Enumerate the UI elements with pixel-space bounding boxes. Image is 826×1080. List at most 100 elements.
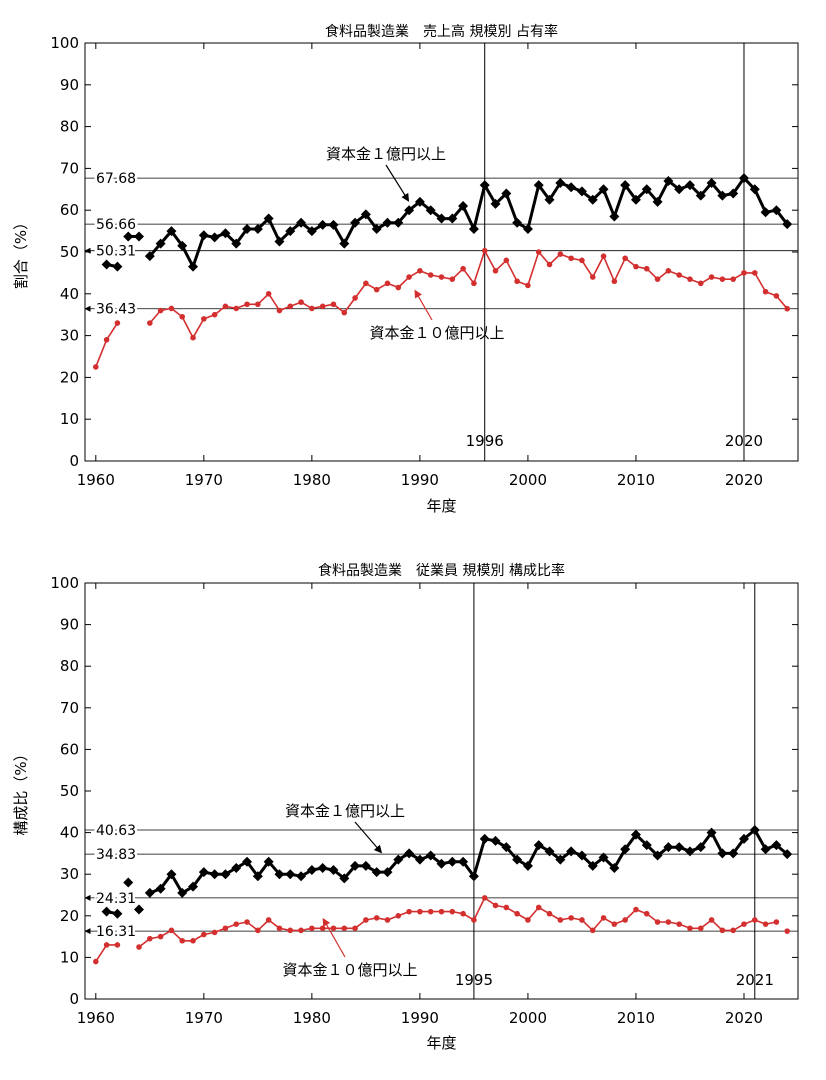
y-tick-label: 100 [50,34,79,52]
data-point [103,942,110,948]
data-point [460,265,466,272]
data-point [417,908,423,915]
annotation-label: 資本金１億円以上 [326,145,446,163]
data-point [706,827,717,838]
data-point [168,927,175,934]
data-point [373,286,380,293]
data-point [252,224,263,235]
data-point [557,917,564,923]
y-tick-label: 10 [60,410,79,428]
y-tick-label: 70 [60,159,79,177]
series-over-100m-yen [101,173,793,272]
data-point [330,925,337,932]
data-point [630,194,641,205]
data-point [555,854,566,865]
data-point [188,881,199,892]
annotation-arrow [324,921,346,958]
data-point [771,205,782,216]
data-point [417,268,423,274]
data-point [296,217,307,228]
annotation-label: 資本金１億円以上 [285,802,405,820]
data-point [177,887,188,898]
data-point [220,869,231,880]
reference-line-x-label: 1996 [466,432,504,450]
y-tick-label: 90 [60,616,79,634]
data-point [101,259,112,270]
data-point [438,274,445,280]
data-point [458,856,469,867]
data-point [447,856,458,867]
data-point [371,224,382,235]
data-point [598,852,609,863]
plot-frame [84,582,799,1000]
y-axis-title: 構成比（%） [12,746,30,835]
data-point [687,276,693,282]
data-point [544,194,555,205]
data-point [339,873,350,884]
data-point [706,178,717,189]
data-point [265,917,272,923]
y-tick-label: 20 [60,368,79,386]
data-point [751,917,758,923]
data-point [371,867,382,878]
chart-title: 食料品製造業 売上高 規模別 占有率 [325,23,558,40]
data-point [112,908,123,919]
y-tick-label: 40 [60,824,79,842]
data-point [319,925,326,932]
data-point [535,249,542,255]
data-point [684,846,695,857]
series-line [95,322,119,368]
data-point [395,284,402,291]
data-point [309,305,315,312]
data-point [751,270,758,276]
data-point [436,858,447,869]
data-point [155,238,166,249]
data-point [522,860,533,871]
data-point [101,906,112,917]
data-point [287,303,294,310]
reference-line-x-label: 2021 [736,971,774,989]
data-point [525,282,531,289]
data-point [708,274,715,280]
data-point [406,908,412,915]
data-point [598,184,609,195]
data-point [557,251,564,257]
data-point [687,925,693,932]
data-point [255,301,261,308]
data-point [697,925,704,932]
data-point [360,209,371,220]
data-point [525,917,531,923]
left-pointer-mark [84,894,91,901]
y-tick-label: 100 [50,574,79,592]
data-point [695,190,706,201]
data-point [209,232,220,243]
data-point [579,917,585,923]
data-point [222,925,229,932]
data-point [166,869,177,880]
data-point [393,217,404,228]
data-point [190,334,196,341]
data-point [674,184,685,195]
data-point [471,917,477,923]
data-point [481,247,488,254]
data-point [309,925,315,932]
data-point [784,928,790,934]
data-point [773,293,780,299]
x-tick-label: 1970 [185,1009,223,1027]
data-point [425,850,436,861]
reference-line-y-label: 34.83 [96,847,136,863]
data-point [222,303,229,310]
data-point [373,915,380,921]
series-over-100m-yen [101,824,793,919]
data-point [717,848,728,859]
data-point [157,307,164,314]
data-point [198,230,209,241]
series-over-1b-yen [93,895,790,965]
reference-line-y-label: 36.43 [96,302,136,318]
data-point [738,173,749,184]
data-point [512,217,523,228]
data-point [211,929,218,936]
data-point [317,862,328,873]
data-point [306,226,317,237]
